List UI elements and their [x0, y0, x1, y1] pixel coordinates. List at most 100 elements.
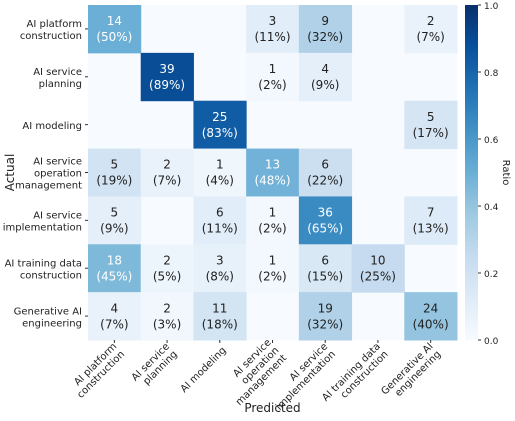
x-tick-group: Generative AIengineering [379, 341, 443, 405]
colorbar-tick-label: 1.0 [484, 2, 499, 12]
cell-ratio-label: (7%) [153, 174, 181, 188]
heatmap-cell [140, 148, 194, 197]
cell-ratio-label: (2%) [258, 269, 286, 283]
heatmap-cell [246, 5, 300, 54]
heatmap-cell [140, 292, 194, 341]
heatmap-cell [246, 244, 300, 293]
cell-ratio-label: (4%) [206, 174, 234, 188]
cell-count: 6 [321, 158, 329, 172]
cell-ratio-label: (9%) [100, 222, 128, 236]
cell-count: 6 [216, 206, 224, 220]
cell-ratio-label: (7%) [100, 317, 128, 331]
heatmap-cell [193, 100, 247, 150]
heatmap-cell [246, 52, 300, 102]
cell-ratio-label: (32%) [307, 317, 343, 331]
cell-ratio-label: (50%) [96, 30, 132, 44]
cell-count: 1 [269, 253, 277, 267]
colorbar-tick-label: 0.4 [484, 203, 499, 213]
cell-count: 2 [427, 14, 435, 28]
x-tick-group: AI platformconstruction [68, 341, 128, 401]
heatmap-cell [298, 244, 353, 293]
cell-count: 3 [216, 253, 224, 267]
heatmap-cell [298, 52, 353, 102]
cell-count: 4 [111, 301, 119, 315]
cell-ratio-label: (83%) [202, 126, 238, 140]
cell-ratio-label: (40%) [413, 317, 449, 331]
cell-ratio-label: (25%) [360, 269, 396, 283]
cell-ratio-label: (89%) [149, 78, 185, 92]
cell-count: 6 [321, 253, 329, 267]
cell-ratio-label: (3%) [153, 317, 181, 331]
heatmap-cell [193, 244, 247, 293]
y-label-group: Actual [3, 154, 17, 192]
cell-ratio-label: (7%) [416, 30, 444, 44]
y-axis-label: Actual [3, 154, 17, 192]
heatmap-cell [404, 5, 458, 54]
cell-ratio-label: (65%) [307, 222, 343, 236]
cell-ratio-label: (13%) [413, 222, 449, 236]
cell-ratio-label: (18%) [202, 317, 238, 331]
heatmap-cell [298, 292, 353, 341]
cell-ratio-label: (32%) [307, 30, 343, 44]
cell-count: 11 [212, 301, 227, 315]
cell-ratio-label: (45%) [96, 269, 132, 283]
cell-count: 2 [163, 301, 171, 315]
heatmap-cell [140, 52, 194, 102]
cell-count: 7 [427, 206, 435, 220]
y-tick-label: AI training data construction [5, 258, 82, 281]
cell-ratio-label: (17%) [413, 126, 449, 140]
cell-count: 24 [423, 301, 438, 315]
heatmap-cell [88, 5, 142, 54]
heatmap-cell [88, 148, 142, 197]
x-tick-label: Generative AIengineering [379, 341, 443, 405]
cell-ratio-label: (2%) [258, 78, 286, 92]
cell-count: 1 [216, 158, 224, 172]
heatmap-cell [404, 196, 458, 245]
heatmap-cell [140, 244, 194, 293]
x-tick-label: AI modeling [179, 345, 229, 395]
cell-count: 9 [321, 14, 329, 28]
y-tick-label: AI platform construction [20, 19, 82, 42]
heatmap-cell [88, 196, 142, 245]
cell-ratio-label: (5%) [153, 269, 181, 283]
colorbar-tick-label: 0.2 [484, 270, 498, 280]
cell-count: 3 [269, 14, 277, 28]
cell-count: 5 [111, 158, 119, 172]
colorbar-label: Ratio [500, 160, 511, 186]
y-tick-label: AI modeling [22, 121, 82, 132]
heatmap-cell [88, 292, 142, 341]
cell-ratio-label: (11%) [254, 30, 290, 44]
cell-count: 2 [163, 253, 171, 267]
cell-count: 25 [212, 110, 227, 124]
colorbar [465, 5, 478, 340]
heatmap-cell [246, 148, 300, 197]
x-tick-group: AI serviceplanning [130, 341, 180, 387]
heatmap-cell [404, 100, 458, 150]
colorbar-tick-label: 0.6 [484, 136, 499, 146]
cell-ratio-label: (48%) [254, 174, 290, 188]
cell-ratio-label: (8%) [206, 269, 234, 283]
y-tick-label: AI service implementation [3, 211, 82, 234]
heatmap-cell [298, 148, 353, 197]
heatmap-cell [193, 148, 247, 197]
cell-count: 10 [370, 253, 385, 267]
x-tick-label: AI serviceoperationmanagement [218, 337, 289, 408]
heatmap-cell [88, 244, 142, 293]
y-tick-label: AI service operation management [15, 157, 82, 192]
heatmap-cell [246, 196, 300, 245]
heatmap-cell [193, 196, 247, 245]
cell-ratio-label: (19%) [96, 174, 132, 188]
cell-count: 14 [107, 14, 122, 28]
cell-count: 18 [107, 253, 122, 267]
heatmap-cell [193, 292, 247, 341]
heatmap-cell [404, 292, 458, 341]
x-tick-label: AI platformconstruction [68, 341, 128, 401]
cell-count: 36 [318, 206, 333, 220]
heatmap-cell [351, 244, 405, 293]
cell-count: 5 [111, 206, 119, 220]
cell-count: 13 [265, 158, 280, 172]
colorbar-label-group: Ratio [500, 160, 511, 186]
cell-count: 5 [427, 110, 435, 124]
cell-count: 39 [159, 62, 174, 76]
